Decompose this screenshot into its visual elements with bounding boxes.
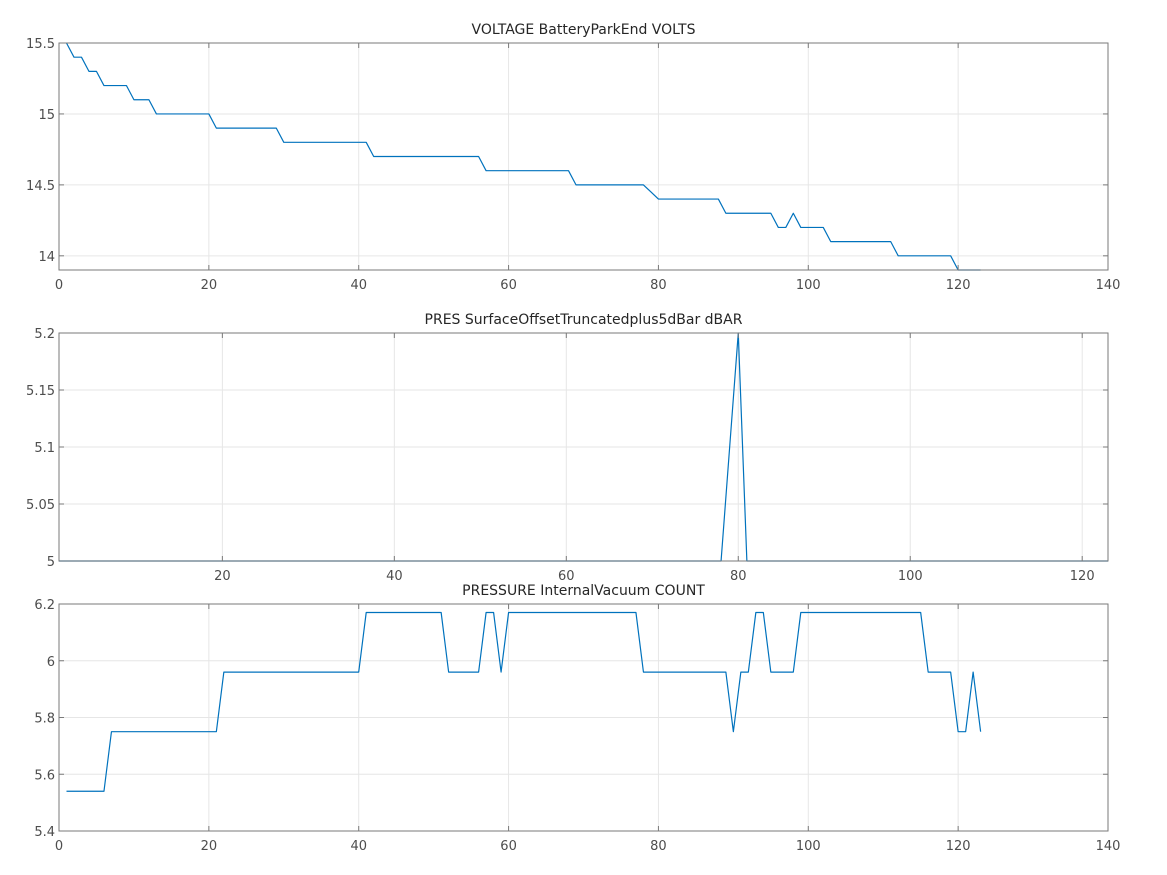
x-tick-label: 80 [730,569,747,584]
series-line [66,611,982,792]
y-tick-label: 15.5 [26,37,55,52]
y-tick-label: 5 [47,555,55,570]
x-tick-label: 20 [201,839,218,854]
x-tick-label: 100 [898,569,923,584]
x-tick-label: 140 [1096,278,1121,293]
x-tick-label: 20 [214,569,231,584]
y-tick-label: 5.8 [34,712,55,727]
x-tick-label: 60 [500,278,517,293]
plot-area [59,43,1108,270]
internal-vacuum-chart: 0 20 40 60 80 100 120 140 5.4 5.6 5.8 6 6.2 PRESSURE … [34,583,1120,854]
y-tick-label: 6 [47,655,55,670]
x-tick-label: 40 [350,839,367,854]
x-tick-label: 120 [1070,569,1095,584]
y-tick-label: 15 [38,108,55,123]
chart-title: PRES SurfaceOffsetTruncatedplus5dBar dBA… [425,312,743,328]
x-tick-label: 20 [201,278,218,293]
series-line [65,42,981,271]
y-tick-label: 5.4 [34,825,55,840]
x-tick-label: 120 [946,278,971,293]
x-tick-label: 120 [946,839,971,854]
x-tick-label: 40 [386,569,403,584]
x-tick-label: 80 [650,278,667,293]
y-tick-label: 6.2 [34,598,55,613]
y-tick-label: 5.6 [34,768,55,783]
chart-title: PRESSURE InternalVacuum COUNT [462,583,705,599]
y-tick-label: 5.05 [26,498,55,513]
x-tick-label: 100 [796,278,821,293]
x-tick-label: 80 [650,839,667,854]
x-tick-label: 0 [55,839,63,854]
y-tick-label: 5.2 [34,327,55,342]
pres-offset-chart: 20 40 60 80 100 120 5 5.05 5.1 5.15 5.2 PRES Surfac… [26,312,1109,584]
axes-frame [58,42,1109,271]
chart-title: VOLTAGE BatteryParkEnd VOLTS [472,22,696,38]
x-tick-label: 140 [1096,839,1121,854]
voltage-chart: 0 20 40 60 80 100 120 140 14 14.5 15 15.5 VOLTAGE Ba… [26,22,1120,293]
x-tick-label: 0 [55,278,63,293]
x-tick-label: 40 [350,278,367,293]
x-tick-label: 60 [500,839,517,854]
x-tick-label: 60 [558,569,575,584]
y-tick-label: 14 [38,250,55,265]
y-tick-label: 5.1 [34,441,55,456]
x-tick-label: 100 [796,839,821,854]
y-tick-label: 14.5 [26,179,55,194]
y-tick-label: 5.15 [26,384,55,399]
